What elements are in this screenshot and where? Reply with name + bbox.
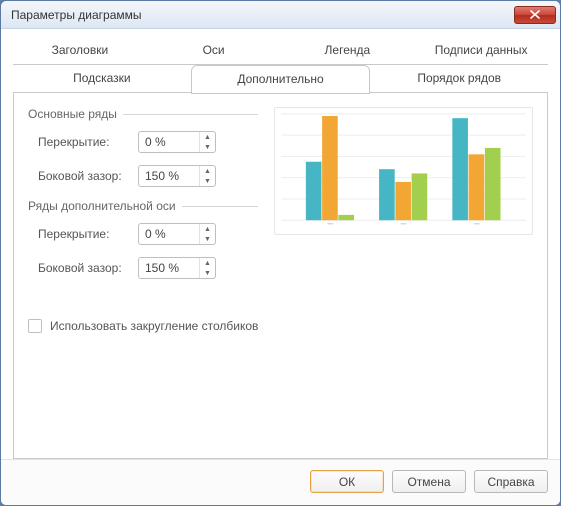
main-gap-value: 150 % [139,166,199,186]
titlebar: Параметры диаграммы [1,1,560,29]
rounded-bars-option[interactable]: Использовать закругление столбиков [28,319,533,333]
main-overlap-label: Перекрытие: [38,135,138,149]
rounded-bars-checkbox[interactable] [28,319,42,333]
secondary-gap-label: Боковой зазор: [38,261,138,275]
secondary-overlap-spinner[interactable]: 0 % ▲ ▼ [138,223,216,245]
tab-legend[interactable]: Легенда [281,37,415,65]
spin-up-icon[interactable]: ▲ [200,258,215,268]
dialog-footer: ОК Отмена Справка [1,459,560,505]
secondary-overlap-label: Перекрытие: [38,227,138,241]
group-secondary-title: Ряды дополнительной оси [28,199,176,213]
secondary-overlap-value: 0 % [139,224,199,244]
spin-down-icon[interactable]: ▼ [200,234,215,244]
main-gap-spinner[interactable]: 150 % ▲ ▼ [138,165,216,187]
spin-down-icon[interactable]: ▼ [200,268,215,278]
cancel-button[interactable]: Отмена [392,470,466,493]
tab-order[interactable]: Порядок рядов [370,65,548,93]
close-icon [530,10,540,19]
divider [182,206,258,207]
tab-additional[interactable]: Дополнительно [191,65,371,94]
group-main-series: Основные ряды [28,107,258,121]
spin-down-icon[interactable]: ▼ [200,176,215,186]
tab-labels[interactable]: Подписи данных [414,37,548,65]
spin-up-icon[interactable]: ▲ [200,166,215,176]
group-secondary-series: Ряды дополнительной оси [28,199,258,213]
spin-up-icon[interactable]: ▲ [200,132,215,142]
tab-strip: Заголовки Оси Легенда Подписи данных Под… [13,37,548,93]
secondary-gap-value: 150 % [139,258,199,278]
preview-chart [274,107,533,235]
controls-column: Основные ряды Перекрытие: 0 % ▲ ▼ [28,107,258,291]
main-overlap-value: 0 % [139,132,199,152]
tab-tooltips[interactable]: Подсказки [13,65,191,93]
spin-up-icon[interactable]: ▲ [200,224,215,234]
tab-axes[interactable]: Оси [147,37,281,65]
group-main-title: Основные ряды [28,107,117,121]
secondary-gap-spinner[interactable]: 150 % ▲ ▼ [138,257,216,279]
tab-titles[interactable]: Заголовки [13,37,147,65]
ok-button[interactable]: ОК [310,470,384,493]
client-area: Заголовки Оси Легенда Подписи данных Под… [1,29,560,505]
dialog-window: Параметры диаграммы Заголовки Оси Легенд… [0,0,561,506]
divider [123,114,258,115]
tab-page-additional: Основные ряды Перекрытие: 0 % ▲ ▼ [13,93,548,459]
help-button[interactable]: Справка [474,470,548,493]
spin-down-icon[interactable]: ▼ [200,142,215,152]
main-gap-label: Боковой зазор: [38,169,138,183]
rounded-bars-label: Использовать закругление столбиков [50,319,258,333]
close-button[interactable] [514,6,556,24]
main-overlap-spinner[interactable]: 0 % ▲ ▼ [138,131,216,153]
window-title: Параметры диаграммы [11,8,514,22]
